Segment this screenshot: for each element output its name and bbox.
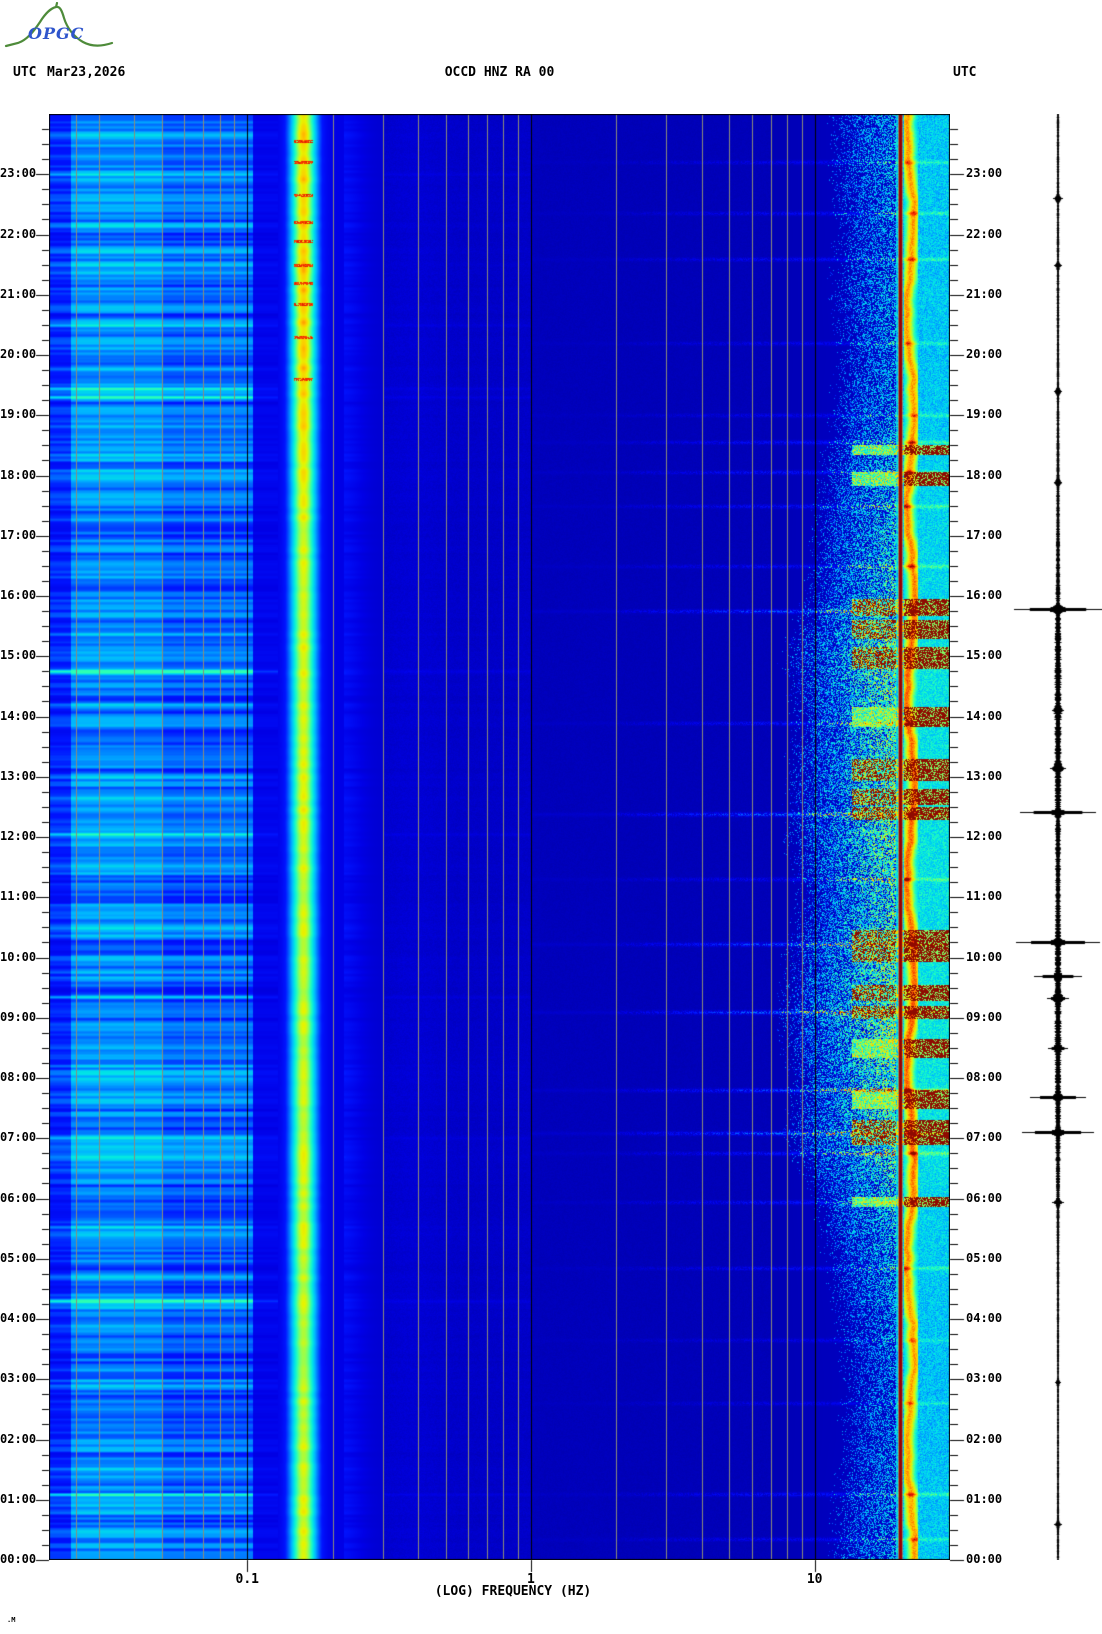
time-label-right: 14:00 [966,708,1003,723]
opgc-logo: OPGC [4,2,114,48]
plot-title: OCCD HNZ RA 00 [444,65,555,80]
time-label-left: 20:00 [0,347,37,361]
time-label-left: 02:00 [0,1431,37,1446]
time-label-right: 10:00 [966,949,1003,964]
time-label-left: 16:00 [0,588,37,602]
time-label-left: 14:00 [0,708,37,723]
time-label-left: 17:00 [0,527,37,542]
time-label-right: 08:00 [966,1070,1003,1084]
time-label-right: 17:00 [966,527,1003,542]
time-label-left: 15:00 [0,648,37,663]
time-label-right: 12:00 [966,829,1003,843]
logo-text: OPGC [28,24,84,43]
utc-label-left: UTC [13,65,37,80]
time-label-left: 08:00 [0,1070,37,1084]
time-label-left: 18:00 [0,467,37,482]
time-label-right: 23:00 [966,166,1003,181]
time-label-left: 10:00 [0,949,37,964]
time-label-left: 07:00 [0,1130,37,1145]
time-label-right: 19:00 [966,407,1003,422]
time-label-right: 02:00 [966,1431,1003,1446]
time-label-right: 07:00 [966,1130,1003,1145]
utc-label-right: UTC [953,65,977,80]
time-label-right: 16:00 [966,588,1003,602]
time-label-right: 13:00 [966,768,1003,783]
time-label-left: 03:00 [0,1371,37,1386]
time-label-left: 23:00 [0,166,37,181]
time-label-right: 06:00 [966,1190,1003,1205]
time-label-left: 06:00 [0,1190,37,1205]
time-label-right: 21:00 [966,286,1003,301]
x-axis-title: (LOG) FREQUENCY (HZ) [434,1584,592,1599]
time-label-left: 00:00 [0,1552,37,1566]
time-label-left: 04:00 [0,1311,37,1325]
time-label-left: 09:00 [0,1009,37,1024]
freq-tick-label: 10 [806,1572,823,1587]
time-label-right: 00:00 [966,1552,1003,1566]
time-label-right: 03:00 [966,1371,1003,1386]
time-label-left: 22:00 [0,226,37,241]
time-label-left: 21:00 [0,286,37,301]
time-label-left: 11:00 [0,889,37,904]
time-label-right: 04:00 [966,1311,1003,1325]
time-label-right: 20:00 [966,347,1003,361]
time-label-right: 18:00 [966,467,1003,482]
time-label-right: 11:00 [966,889,1003,904]
spectrogram-canvas [49,114,950,1560]
freq-tick-label: 1 [527,1572,535,1587]
time-label-right: 22:00 [966,226,1003,241]
time-label-right: 05:00 [966,1250,1003,1265]
seismogram-trace [998,114,1102,1560]
time-label-left: 13:00 [0,768,37,783]
time-label-left: 19:00 [0,407,37,422]
time-label-left: 12:00 [0,829,37,843]
time-label-left: 05:00 [0,1250,37,1265]
freq-tick-label: 0.1 [235,1572,260,1587]
time-label-right: 15:00 [966,648,1003,663]
time-label-right: 09:00 [966,1009,1003,1024]
time-label-right: 01:00 [966,1491,1003,1506]
time-label-left: 01:00 [0,1491,37,1506]
corner-mark: .M [7,1616,16,1624]
